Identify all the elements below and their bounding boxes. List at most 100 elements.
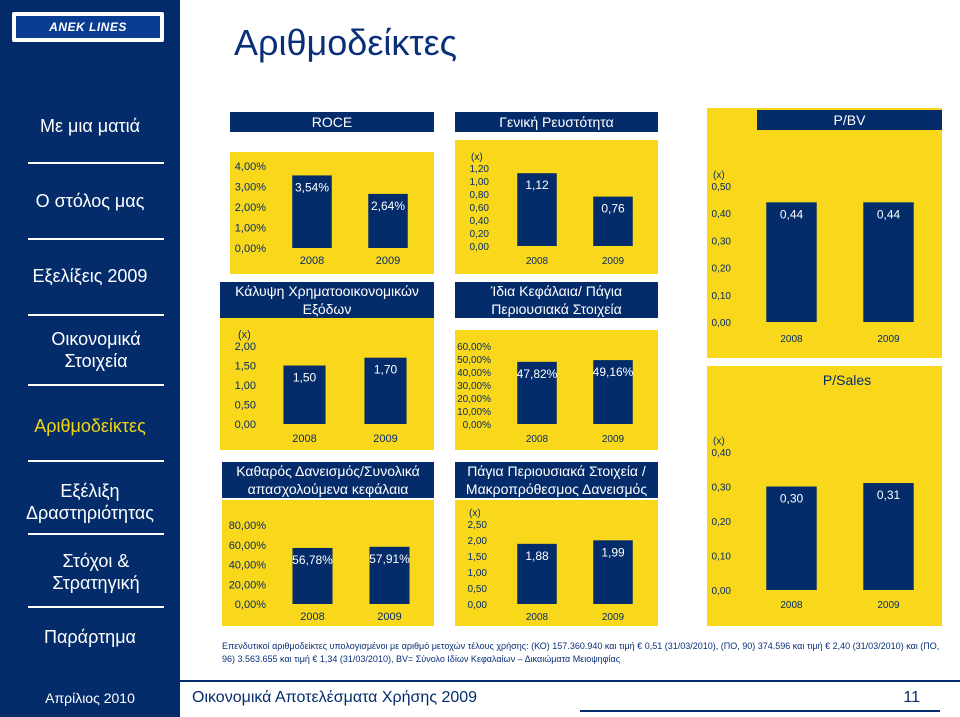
nav-item-appendix[interactable]: Παράρτημα [44,627,136,647]
data-label: 0,76 [601,202,625,216]
y-tick-label: 2,00% [235,202,266,214]
y-tick-label: 50,00% [457,355,491,366]
y-tick-label: 2,50 [468,520,488,531]
nav-item-ratios[interactable]: Αριθμοδείκτες [34,416,146,436]
y-tick-label: 0,20 [712,517,732,528]
nav-item-developments-2009[interactable]: Εξελίξεις 2009 [32,266,148,286]
nav-item-financial-data[interactable]: Οικονομικά Στοιχεία [51,329,141,371]
chart-title-roce: ROCE [230,112,434,132]
bar [292,547,333,604]
data-label: 3,54% [295,180,329,194]
x-tick-label: 2008 [526,612,549,623]
x-tick-label: 2008 [526,256,549,267]
y-tick-label: 1,00 [470,177,490,188]
axis-unit-label: (x) [469,508,481,519]
chart-equity-fixed-assets: 0,00% 10,00% 20,00% 30,00% 40,00% 50,00% 60,00… [457,342,634,445]
chart-current-ratio: (x) 0,00 0,20 0,40 0,60 0,80 1,00 1,20 1,12 2008 0… [470,152,633,267]
nav-divider [28,533,164,535]
footer-divider [0,680,960,682]
nav-item-activity-development[interactable]: Εξέλιξη Δραστηριότητας [26,481,154,523]
nav-item-at-a-glance[interactable]: Με μια ματιά [39,116,141,136]
x-tick-label: 2009 [877,334,900,345]
data-label: 0,44 [877,207,901,221]
bar [517,543,557,604]
x-tick-label: 2008 [526,434,549,445]
x-tick-label: 2008 [300,255,324,267]
page-number: 11 [903,689,920,706]
y-tick-label: 40,00% [229,560,267,572]
y-tick-label: 2,00 [235,341,256,353]
x-tick-label: 2008 [780,334,803,345]
data-label: 49,16% [593,365,634,379]
nav-divider [28,162,164,164]
axis-unit-label: (x) [238,329,251,341]
y-tick-label: 0,80 [470,190,490,201]
y-tick-label: 60,00% [229,540,267,552]
y-tick-label: 0,00 [235,419,256,431]
y-tick-label: 0,20 [470,229,490,240]
bar [863,483,914,590]
x-tick-label: 2009 [602,434,625,445]
y-tick-label: 40,00% [457,368,491,379]
chart-fixed-assets-longterm-debt: (x) 0,00 0,50 1,00 1,50 2,00 2,50 1,88 2008 1,99 2… [468,508,633,623]
y-tick-label: 1,00 [468,568,488,579]
y-tick-label: 20,00% [229,579,267,591]
data-label: 1,12 [525,178,549,192]
data-label: 1,88 [525,549,549,563]
bar [369,546,410,604]
logo-text: ANEK LINES [16,16,160,38]
y-tick-label: 0,50 [468,584,488,595]
footer-underline [580,710,940,712]
y-tick-label: 0,60 [470,203,490,214]
bar [517,361,557,424]
y-tick-label: 1,20 [470,164,490,175]
footnote: Επενδυτικοί αριθμοδείκτες υπολογισμένοι … [222,641,940,664]
y-tick-label: 0,20 [712,264,732,275]
y-tick-label: 0,30 [712,483,732,494]
nav-divider [28,238,164,240]
axis-unit-label: (x) [713,436,725,447]
y-tick-label: 1,00% [235,223,266,235]
y-tick-label: 1,50 [235,361,256,373]
bar [292,175,332,248]
y-tick-label: 0,00 [712,586,732,597]
bar [364,357,407,424]
data-label: 0,31 [877,488,901,502]
nav-divider [28,460,164,462]
chart-title-equity-fixed-assets: Ίδια Κεφάλαια/ Πάγια Περιουσιακά Στοιχεί… [455,282,658,318]
x-tick-label: 2009 [602,256,625,267]
x-tick-label: 2009 [376,255,400,267]
nav-divider [28,384,164,386]
y-tick-label: 4,00% [235,161,266,173]
y-tick-label: 0,00 [468,600,488,611]
chart-psales: (x) 0,00 0,10 0,20 0,30 0,40 0,30 2008 0,31 2009 [712,436,914,611]
data-label: 2,64% [371,199,405,213]
bar [593,196,633,246]
chart-panel-current-ratio: (x) 0,00 0,20 0,40 0,60 0,80 1,00 1,20 1,12 2008 0… [455,140,658,274]
data-label: 0,30 [780,492,804,506]
y-tick-label: 0,50 [235,400,256,412]
chart-net-debt-capital: 0,00% 20,00% 40,00% 60,00% 80,00% 56,78% 2008 5… [229,520,410,623]
data-label: 47,82% [517,367,558,381]
chart-panel-interest-coverage: (x) 0,00 0,50 1,00 1,50 2,00 1,50 2008 1,70 2009 [220,318,434,450]
x-tick-label: 2008 [780,600,803,611]
sidebar: ANEK LINES Με μια ματιά Ο στόλος μας Εξε… [0,0,180,717]
bar [766,202,817,322]
nav-item-goals-strategy[interactable]: Στόχοι & Στρατηγική [52,551,140,593]
chart-title-psales: P/Sales [822,372,872,388]
y-tick-label: 30,00% [457,381,491,392]
bar [517,173,557,246]
company-logo: ANEK LINES [12,12,164,42]
data-label: 56,78% [292,553,333,567]
data-label: 1,99 [601,545,625,559]
chart-title-net-debt-capital: Καθαρός Δανεισμός/Συνολικά απασχολούμενα… [222,462,434,498]
x-tick-label: 2008 [292,433,316,445]
y-tick-label: 3,00% [235,182,266,194]
nav-item-fleet[interactable]: Ο στόλος μας [35,191,145,211]
y-tick-label: 2,00 [468,536,488,547]
footer-date: Απρίλιος 2010 [0,686,180,710]
y-tick-label: 1,50 [468,552,488,563]
x-tick-label: 2009 [877,600,900,611]
y-tick-label: 10,00% [457,407,491,418]
x-tick-label: 2009 [602,612,625,623]
